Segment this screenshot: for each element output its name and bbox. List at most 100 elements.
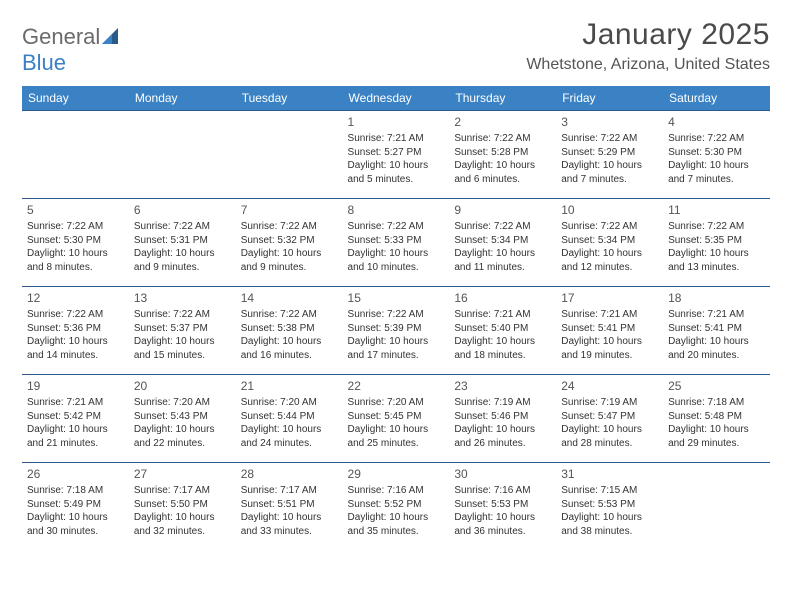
week-row: 12 Sunrise: 7:22 AMSunset: 5:36 PMDayligh… <box>22 287 770 375</box>
daylight-text: Daylight: 10 hours and 7 minutes. <box>561 159 658 186</box>
day-header-cell: Thursday <box>449 86 556 111</box>
day-cell: 18Sunrise: 7:21 AMSunset: 5:41 PMDayligh… <box>663 287 770 375</box>
sunset-text: Sunset: 5:53 PM <box>454 498 551 512</box>
daylight-text: Daylight: 10 hours and 29 minutes. <box>668 423 765 450</box>
daylight-text: Daylight: 10 hours and 26 minutes. <box>454 423 551 450</box>
day-cell: 6Sunrise: 7:22 AMSunset: 5:31 PMDaylight… <box>129 199 236 287</box>
day-info: Sunrise: 7:21 AMSunset: 5:41 PMDaylight:… <box>561 308 658 362</box>
sunrise-text: Sunrise: 7:19 AM <box>454 396 551 410</box>
sunrise-text: Sunrise: 7:17 AM <box>241 484 338 498</box>
day-cell: 31 Sunrise: 7:15 AMSunset: 5:53 PMDayligh… <box>556 463 663 551</box>
day-header-row: SundayMondayTuesdayWednesdayThursdayFrid… <box>22 86 770 111</box>
day-cell: 30Sunrise: 7:16 AMSunset: 5:53 PMDayligh… <box>449 463 556 551</box>
sunset-text: Sunset: 5:46 PM <box>454 410 551 424</box>
day-cell: 26Sunrise: 7:18 AMSunset: 5:49 PMDayligh… <box>22 463 129 551</box>
daylight-text: Daylight: 10 hours and 9 minutes. <box>134 247 231 274</box>
day-cell: 13Sunrise: 7:22 AMSunset: 5:37 PMDayligh… <box>129 287 236 375</box>
daylight-text: Daylight: 10 hours and 22 minutes. <box>134 423 231 450</box>
day-cell <box>236 111 343 199</box>
sunset-text: Sunset: 5:30 PM <box>27 234 124 248</box>
day-number: 25 <box>668 378 765 394</box>
sunrise-text: Sunrise: 7:22 AM <box>454 220 551 234</box>
day-number: 7 <box>241 202 338 218</box>
day-header-cell: Saturday <box>663 86 770 111</box>
sunset-text: Sunset: 5:34 PM <box>454 234 551 248</box>
day-number: 22 <box>348 378 445 394</box>
logo-text-gray: General <box>22 24 100 49</box>
daylight-text: Daylight: 10 hours and 10 minutes. <box>348 247 445 274</box>
day-info: Sunrise: 7:22 AMSunset: 5:36 PMDaylight:… <box>27 308 124 362</box>
day-info: Sunrise: 7:22 AMSunset: 5:32 PMDaylight:… <box>241 220 338 274</box>
day-cell: 19Sunrise: 7:21 AMSunset: 5:42 PMDayligh… <box>22 375 129 463</box>
day-info: Sunrise: 7:17 AMSunset: 5:51 PMDaylight:… <box>241 484 338 538</box>
day-info: Sunrise: 7:16 AMSunset: 5:53 PMDaylight:… <box>454 484 551 538</box>
logo-sail-icon <box>102 24 122 50</box>
day-number: 21 <box>241 378 338 394</box>
header: General Blue January 2025 Whetstone, Ari… <box>22 18 770 76</box>
location-text: Whetstone, Arizona, United States <box>526 56 770 74</box>
week-row: 1 Sunrise: 7:21 AMSunset: 5:27 PM Daylight… <box>22 111 770 199</box>
sunset-text: Sunset: 5:30 PM <box>668 146 765 160</box>
day-cell: 25Sunrise: 7:18 AMSunset: 5:48 PMDayligh… <box>663 375 770 463</box>
sunset-text: Sunset: 5:29 PM <box>561 146 658 160</box>
daylight-text: Daylight: 10 hours and 24 minutes. <box>241 423 338 450</box>
sunset-text: Sunset: 5:34 PM <box>561 234 658 248</box>
sunset-text: Sunset: 5:37 PM <box>134 322 231 336</box>
day-info: Sunrise: 7:21 AMSunset: 5:40 PMDaylight:… <box>454 308 551 362</box>
day-info: Sunrise: 7:22 AMSunset: 5:30 PMDaylight:… <box>668 132 765 186</box>
day-cell <box>129 111 236 199</box>
sunset-text: Sunset: 5:40 PM <box>454 322 551 336</box>
sunrise-text: Sunrise: 7:21 AM <box>348 132 445 146</box>
day-number: 14 <box>241 290 338 306</box>
sunrise-text: Sunrise: 7:22 AM <box>668 220 765 234</box>
day-cell: 12 Sunrise: 7:22 AMSunset: 5:36 PMDayligh… <box>22 287 129 375</box>
day-number: 6 <box>134 202 231 218</box>
day-number: 2 <box>454 114 551 130</box>
day-number: 1 <box>348 114 445 130</box>
week-row: 26Sunrise: 7:18 AMSunset: 5:49 PMDayligh… <box>22 463 770 551</box>
sunrise-text: Sunrise: 7:22 AM <box>561 132 658 146</box>
day-header-cell: Wednesday <box>343 86 450 111</box>
day-info: Sunrise: 7:22 AMSunset: 5:37 PMDaylight:… <box>134 308 231 362</box>
title-block: January 2025 Whetstone, Arizona, United … <box>526 18 770 74</box>
sunrise-text: Sunrise: 7:20 AM <box>134 396 231 410</box>
sunrise-text: Sunrise: 7:21 AM <box>27 396 124 410</box>
sunset-text: Sunset: 5:27 PM <box>348 146 445 160</box>
sunset-text: Sunset: 5:38 PM <box>241 322 338 336</box>
day-cell <box>663 463 770 551</box>
day-number: 24 <box>561 378 658 394</box>
day-info: Sunrise: 7:20 AMSunset: 5:43 PMDaylight:… <box>134 396 231 450</box>
day-header-cell: Monday <box>129 86 236 111</box>
day-number: 20 <box>134 378 231 394</box>
sunrise-text: Sunrise: 7:16 AM <box>454 484 551 498</box>
sunset-text: Sunset: 5:51 PM <box>241 498 338 512</box>
daylight-text: Daylight: 10 hours and 8 minutes. <box>27 247 124 274</box>
daylight-text: Daylight: 10 hours and 6 minutes. <box>454 159 551 186</box>
day-info: Sunrise: 7:19 AMSunset: 5:46 PMDaylight:… <box>454 396 551 450</box>
day-number: 5 <box>27 202 124 218</box>
day-cell: 1Sunrise: 7:21 AMSunset: 5:27 PMDaylight… <box>343 111 450 199</box>
day-number: 23 <box>454 378 551 394</box>
daylight-text: Daylight: 10 hours and 19 minutes. <box>561 335 658 362</box>
day-info: Sunrise: 7:16 AMSunset: 5:52 PMDaylight:… <box>348 484 445 538</box>
daylight-text: Daylight: 10 hours and 14 minutes. <box>27 335 124 362</box>
day-number: 8 <box>348 202 445 218</box>
sunset-text: Sunset: 5:35 PM <box>668 234 765 248</box>
sunrise-text: Sunrise: 7:15 AM <box>561 484 658 498</box>
day-header-cell: Sunday <box>22 86 129 111</box>
sunrise-text: Sunrise: 7:22 AM <box>454 132 551 146</box>
daylight-text: Daylight: 10 hours and 12 minutes. <box>561 247 658 274</box>
sunset-text: Sunset: 5:33 PM <box>348 234 445 248</box>
day-info: Sunrise: 7:21 AMSunset: 5:42 PMDaylight:… <box>27 396 124 450</box>
sunrise-text: Sunrise: 7:22 AM <box>561 220 658 234</box>
sunset-text: Sunset: 5:45 PM <box>348 410 445 424</box>
day-number: 31 <box>561 466 658 482</box>
sunset-text: Sunset: 5:41 PM <box>668 322 765 336</box>
daylight-text: Daylight: 10 hours and 7 minutes. <box>668 159 765 186</box>
day-info: Sunrise: 7:15 AMSunset: 5:53 PMDaylight:… <box>561 484 658 538</box>
daylight-text: Daylight: 10 hours and 38 minutes. <box>561 511 658 538</box>
daylight-text: Daylight: 10 hours and 33 minutes. <box>241 511 338 538</box>
day-number: 9 <box>454 202 551 218</box>
day-number: 12 <box>27 290 124 306</box>
day-cell: 28Sunrise: 7:17 AMSunset: 5:51 PMDayligh… <box>236 463 343 551</box>
